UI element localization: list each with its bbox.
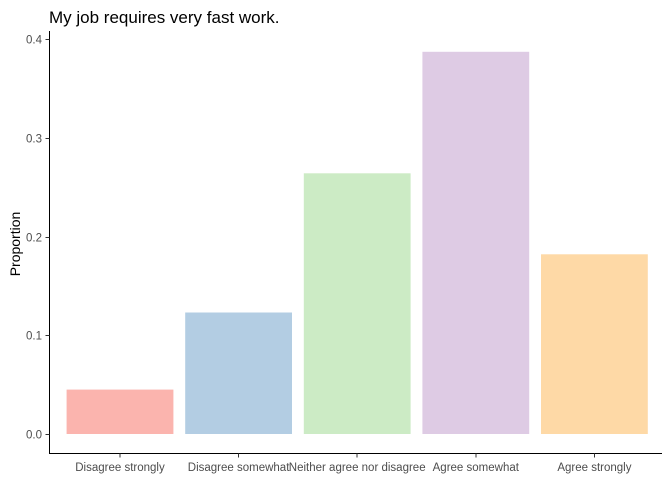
y-tick-label: 0.1 (26, 331, 42, 343)
x-ticks: Disagree strongly Disagree somewhat Neithe… (75, 453, 632, 474)
y-tick-label: 0.0 (26, 430, 42, 442)
bar-disagree-strongly (66, 389, 174, 434)
x-tick-label: Agree strongly (557, 462, 631, 474)
x-tick-label: Disagree somewhat (188, 462, 290, 474)
y-ticks: 0.0 0.1 0.2 0.3 0.4 (26, 35, 50, 442)
x-tick-label: Agree somewhat (433, 462, 520, 474)
y-tick-label: 0.2 (26, 233, 42, 245)
chart-title: My job requires very fast work. (49, 8, 280, 27)
bar-agree-somewhat (422, 51, 530, 435)
y-tick-label: 0.3 (26, 134, 42, 146)
x-tick-label: Disagree strongly (75, 462, 165, 474)
bar-disagree-somewhat (185, 312, 292, 434)
x-tick-label: Neither agree nor disagree (289, 462, 426, 474)
axes-layer (49, 31, 662, 454)
bars-layer (66, 51, 648, 435)
bar-neither-agree-nor-disagree (303, 173, 411, 435)
y-tick-label: 0.4 (26, 35, 43, 47)
y-axis-title: Proportion (7, 212, 23, 277)
bar-agree-strongly (541, 254, 648, 434)
